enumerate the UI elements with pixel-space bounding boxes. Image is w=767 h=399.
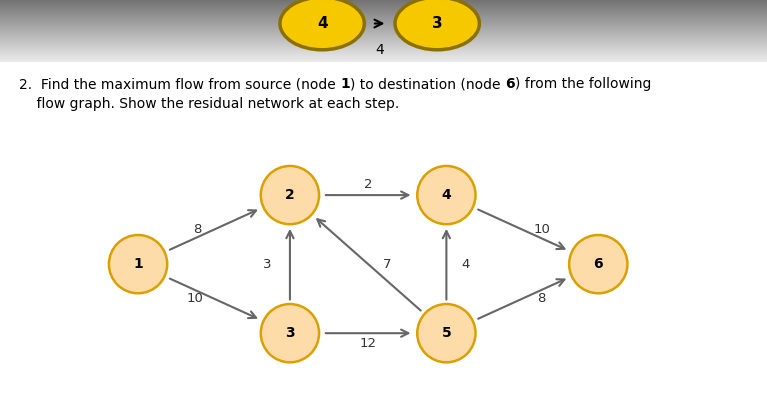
Ellipse shape <box>395 0 479 50</box>
Text: ) from the following: ) from the following <box>515 77 651 91</box>
Text: 4: 4 <box>462 258 469 271</box>
Text: 6: 6 <box>505 77 515 91</box>
Text: 3: 3 <box>432 16 443 31</box>
Ellipse shape <box>261 304 319 362</box>
Text: 12: 12 <box>360 338 377 350</box>
Text: 2.  Find the maximum flow from source (node: 2. Find the maximum flow from source (no… <box>19 77 341 91</box>
Text: 3: 3 <box>262 258 272 271</box>
Ellipse shape <box>280 0 364 50</box>
Ellipse shape <box>417 304 476 362</box>
Ellipse shape <box>569 235 627 293</box>
Text: 1: 1 <box>133 257 143 271</box>
Text: 4: 4 <box>375 43 384 57</box>
Text: 2: 2 <box>364 178 373 191</box>
Text: 5: 5 <box>442 326 451 340</box>
Ellipse shape <box>261 166 319 224</box>
Text: 2: 2 <box>285 188 295 202</box>
Text: 3: 3 <box>285 326 295 340</box>
Text: 7: 7 <box>383 258 392 271</box>
Text: 1: 1 <box>341 77 350 91</box>
Ellipse shape <box>417 166 476 224</box>
Ellipse shape <box>109 235 167 293</box>
Text: 4: 4 <box>317 16 328 31</box>
Text: flow graph. Show the residual network at each step.: flow graph. Show the residual network at… <box>19 97 400 111</box>
Text: 8: 8 <box>538 292 545 305</box>
Text: 10: 10 <box>186 292 203 305</box>
Text: ) to destination (node: ) to destination (node <box>350 77 505 91</box>
Text: 4: 4 <box>442 188 451 202</box>
Text: 8: 8 <box>193 223 201 236</box>
Text: 6: 6 <box>594 257 603 271</box>
Text: 10: 10 <box>533 223 550 236</box>
